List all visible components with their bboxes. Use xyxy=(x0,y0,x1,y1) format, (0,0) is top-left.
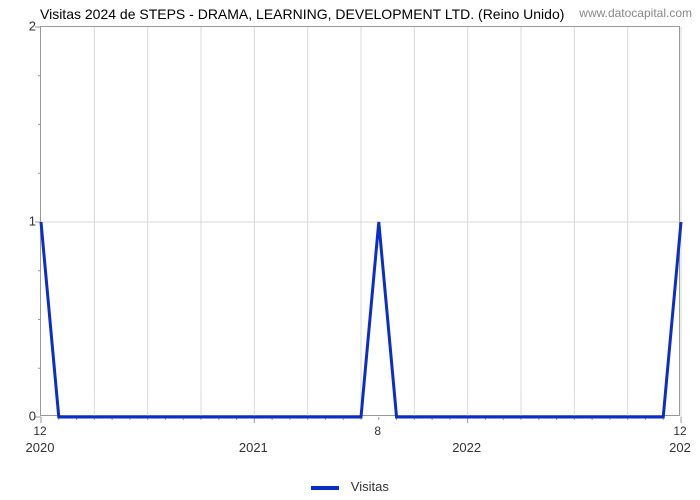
y-tick-label: 1 xyxy=(22,214,36,229)
x-tick-label: 2020 xyxy=(26,440,55,455)
x-tick-label: 202 xyxy=(669,440,691,455)
legend: Visitas xyxy=(0,479,700,494)
legend-swatch xyxy=(311,486,339,490)
plot-area xyxy=(40,26,680,416)
chart-container: Visitas 2024 de STEPS - DRAMA, LEARNING,… xyxy=(0,0,700,500)
chart-title: Visitas 2024 de STEPS - DRAMA, LEARNING,… xyxy=(40,6,564,22)
x-tick-label: 2021 xyxy=(239,440,268,455)
y-tick-label: 0 xyxy=(22,409,36,424)
watermark: www.datocapital.com xyxy=(579,6,692,20)
y-tick-label: 2 xyxy=(22,19,36,34)
x-tick-label: 2022 xyxy=(452,440,481,455)
legend-label: Visitas xyxy=(351,479,389,494)
point-label: 8 xyxy=(374,424,381,438)
point-label: 12 xyxy=(33,424,46,438)
chart-svg xyxy=(41,27,681,417)
point-label: 12 xyxy=(673,424,686,438)
